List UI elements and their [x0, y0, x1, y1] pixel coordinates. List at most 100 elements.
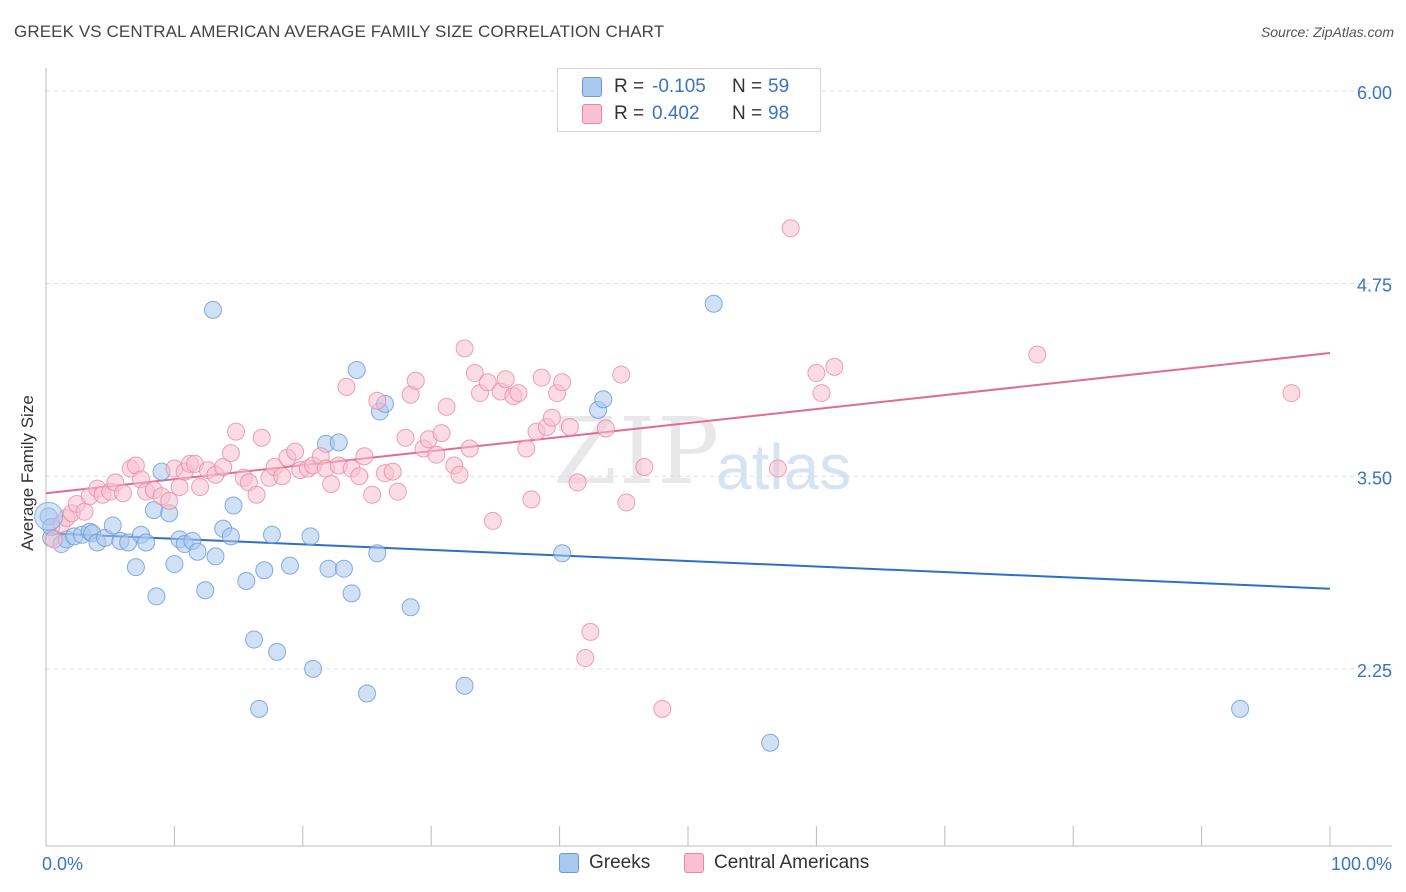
n-value: 59	[768, 76, 790, 97]
greeks-trend-line	[45, 532, 1331, 590]
central-american-point	[1282, 384, 1301, 403]
greeks-point	[358, 684, 376, 703]
greeks-point	[103, 516, 122, 535]
greeks-point	[594, 390, 613, 409]
central-american-point	[807, 364, 826, 383]
central-american-point	[432, 424, 451, 443]
greeks-point	[147, 587, 166, 606]
y-tick-label: 4.75	[1357, 276, 1392, 296]
central-american-point	[522, 490, 541, 509]
legend-row-greeks: R = -0.105 N = 59	[582, 74, 789, 100]
central-american-point	[455, 339, 474, 358]
central-american-point	[542, 408, 561, 427]
central-american-point	[191, 478, 210, 497]
legend-row-central-americans: R = 0.402 N = 98	[582, 101, 789, 127]
n-label: N =	[732, 103, 763, 124]
source-label: Source: ZipAtlas.com	[1260, 24, 1394, 40]
central-americans-trend-line	[45, 352, 1331, 495]
greeks-point	[137, 533, 156, 552]
y-axis-title: Average Family Size	[18, 395, 37, 551]
greeks-point	[245, 630, 264, 649]
central-american-point	[227, 422, 246, 441]
central-american-point	[363, 485, 382, 504]
r-value: 0.402	[652, 103, 700, 124]
chart-title: GREEK VS CENTRAL AMERICAN AVERAGE FAMILY…	[14, 22, 665, 41]
greeks-point	[224, 496, 243, 515]
central-american-point	[635, 458, 654, 477]
r-label: R =	[614, 76, 645, 97]
greeks-swatch	[582, 77, 602, 97]
greeks-point	[347, 360, 366, 379]
central-american-point	[350, 467, 369, 486]
central-american-point	[450, 465, 469, 484]
n-label: N =	[732, 76, 763, 97]
greeks-point	[319, 559, 338, 578]
trend-lines	[45, 352, 1331, 590]
r-label: R =	[614, 103, 645, 124]
central-americans-swatch	[684, 853, 704, 873]
central-american-point	[617, 493, 636, 512]
central-american-point	[768, 459, 787, 478]
greeks-point	[455, 676, 474, 695]
central-american-point	[781, 219, 800, 238]
n-value: 98	[768, 103, 790, 124]
legend-item-central-americans[interactable]: Central Americans	[684, 852, 869, 874]
central-american-point	[252, 428, 271, 447]
greeks-point	[126, 558, 145, 577]
axes	[45, 68, 1392, 847]
greeks-point	[268, 642, 287, 661]
central-american-point	[170, 478, 189, 497]
legend-label-greeks: Greeks	[589, 852, 651, 873]
greeks-point	[206, 547, 225, 566]
legend-item-greeks[interactable]: Greeks	[559, 852, 650, 874]
greeks-point	[255, 561, 274, 580]
central-american-point	[114, 484, 133, 503]
central-american-point	[337, 377, 356, 396]
greeks-point	[761, 733, 780, 752]
greeks-point	[165, 555, 184, 574]
data-points	[34, 219, 1301, 752]
central-american-point	[478, 373, 497, 392]
central-american-point	[396, 428, 415, 447]
central-american-point	[44, 530, 63, 549]
central-american-point	[483, 511, 502, 530]
greeks-point	[329, 433, 348, 452]
greeks-point	[262, 525, 281, 544]
tick-labels: 2.25 3.50 4.75 6.00 0.0% 100.0% Average Family…	[18, 83, 1392, 874]
x-tick-label: 100.0%	[1331, 854, 1392, 874]
central-american-point	[406, 371, 425, 390]
greeks-point	[280, 556, 299, 575]
central-american-point	[214, 458, 233, 477]
central-american-point	[437, 397, 456, 416]
central-american-point	[460, 439, 479, 458]
greeks-point	[334, 559, 353, 578]
central-american-point	[286, 442, 305, 461]
central-american-point	[383, 462, 402, 481]
central-american-point	[368, 391, 387, 410]
greeks-point	[237, 572, 256, 591]
central-american-point	[581, 622, 600, 641]
central-american-point	[612, 365, 631, 384]
greeks-point	[704, 294, 723, 313]
central-american-point	[247, 485, 266, 504]
central-american-point	[532, 368, 551, 387]
greeks-point	[304, 659, 323, 678]
y-tick-label: 2.25	[1357, 661, 1392, 681]
greeks-point	[250, 699, 269, 718]
greeks-point	[553, 544, 572, 563]
central-americans-swatch	[582, 104, 602, 124]
central-american-point	[322, 474, 341, 493]
greeks-point	[1231, 699, 1250, 718]
central-american-point	[273, 467, 292, 486]
central-american-point	[653, 699, 672, 718]
greeks-point	[203, 300, 222, 319]
central-american-point	[812, 384, 831, 403]
greeks-point	[188, 542, 207, 561]
stats-legend: R = -0.105 N = 59 R = 0.402 N = 98	[557, 68, 821, 132]
central-american-point	[1028, 345, 1047, 364]
greeks-point	[368, 544, 387, 563]
greeks-point	[34, 501, 64, 531]
central-american-point	[427, 445, 446, 464]
central-american-point	[576, 649, 595, 668]
